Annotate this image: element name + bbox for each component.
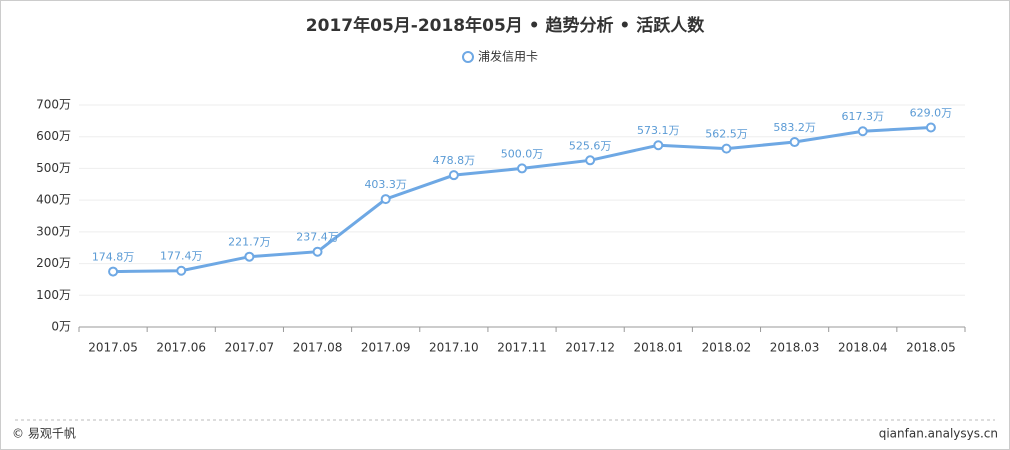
data-point (857, 126, 868, 137)
data-point (585, 155, 596, 166)
x-tick-label: 2018.04 (838, 341, 888, 355)
data-point (925, 122, 936, 133)
y-tick-label: 0万 (51, 320, 71, 334)
x-tick-label: 2018.01 (633, 341, 683, 355)
y-tick-label: 400万 (36, 193, 71, 207)
value-label: 562.5万 (705, 128, 748, 141)
value-label: 221.7万 (228, 236, 271, 249)
x-tick-label: 2017.07 (225, 341, 275, 355)
value-label: 500.0万 (501, 147, 544, 160)
x-tick-label: 2017.11 (497, 341, 547, 355)
data-point (244, 251, 255, 262)
footer-left: © 易观千帆 (12, 426, 76, 441)
value-label: 177.4万 (160, 250, 203, 263)
value-label: 617.3万 (842, 110, 885, 123)
data-point (653, 140, 664, 151)
value-label: 403.3万 (364, 178, 407, 191)
data-point (380, 194, 391, 205)
legend-marker (462, 51, 474, 63)
value-label: 573.1万 (637, 124, 680, 137)
x-tick-label: 2017.06 (156, 341, 206, 355)
value-label: 629.0万 (910, 107, 953, 120)
data-point (789, 137, 800, 148)
data-point (517, 163, 527, 174)
y-tick-label: 100万 (36, 288, 71, 302)
value-label: 237.4万 (296, 231, 339, 244)
x-tick-label: 2017.09 (361, 341, 411, 355)
value-label: 174.8万 (92, 251, 135, 264)
value-label: 478.8万 (433, 154, 476, 167)
data-point (176, 265, 187, 276)
x-tick-label: 2018.03 (770, 341, 820, 355)
x-tick-label: 2017.12 (565, 341, 615, 355)
legend-label: 浦发信用卡 (478, 49, 538, 64)
y-tick-label: 500万 (36, 161, 71, 175)
data-point (448, 170, 459, 181)
footer-right: qianfan.analysys.cn (879, 427, 998, 441)
x-tick-label: 2018.02 (702, 341, 752, 355)
x-tick-label: 2017.10 (429, 341, 479, 355)
y-tick-label: 600万 (36, 129, 71, 143)
x-tick-label: 2017.05 (88, 341, 138, 355)
x-tick-label: 2018.05 (906, 341, 956, 355)
data-point (721, 143, 732, 154)
y-tick-label: 300万 (36, 224, 71, 238)
data-point (312, 246, 323, 257)
value-label: 525.6万 (569, 139, 612, 152)
y-tick-label: 700万 (36, 98, 71, 112)
y-tick-label: 200万 (36, 256, 71, 270)
data-point (108, 266, 119, 277)
value-label: 583.2万 (773, 121, 816, 134)
x-tick-label: 2017.08 (293, 341, 343, 355)
chart-title: 2017年05月-2018年05月 • 趋势分析 • 活跃人数 (306, 15, 705, 36)
